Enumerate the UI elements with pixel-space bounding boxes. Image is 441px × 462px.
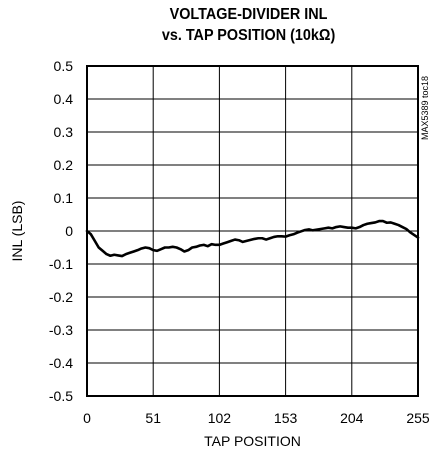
x-tick-label: 153 — [274, 410, 298, 426]
series-line-0 — [85, 219, 420, 258]
chart-title-line-1: VOLTAGE-DIVIDER INL — [169, 6, 328, 23]
y-tick-label: 0 — [65, 223, 73, 239]
frame-layer — [86, 65, 419, 397]
chart-title-line-2: vs. TAP POSITION (10kΩ) — [161, 27, 336, 44]
y-tick-label: 0.3 — [54, 124, 74, 140]
y-tick-label: 0.2 — [54, 157, 74, 173]
plot-frame — [86, 65, 419, 397]
y-tick-label: -0.5 — [49, 388, 73, 404]
x-axis-title: TAP POSITION — [204, 433, 301, 449]
watermark-text: MAX5389 toc18 — [420, 76, 430, 140]
y-tick-label: 0.5 — [54, 58, 74, 74]
y-tick-label: -0.3 — [49, 322, 73, 338]
x-tick-label: 0 — [83, 410, 91, 426]
y-axis-title: INL (LSB) — [9, 201, 25, 262]
y-tick-label: -0.4 — [49, 355, 73, 371]
grid-layer — [87, 66, 418, 396]
label-layer: 0 51 102 153 204 255 0.5 0.4 0.3 0.2 0.1 0 -0.1 -0.2 -… — [49, 58, 430, 426]
x-tick-label: 102 — [208, 410, 232, 426]
y-tick-label: 0.4 — [54, 91, 74, 107]
x-tick-label: 204 — [340, 410, 364, 426]
data-layer — [85, 219, 420, 258]
y-tick-label: -0.2 — [49, 289, 73, 305]
y-tick-label: 0.1 — [54, 190, 74, 206]
y-tick-label: -0.1 — [49, 256, 73, 272]
chart-title: VOLTAGE-DIVIDER INL vs. TAP POSITION (10… — [25, 4, 422, 46]
x-tick-label: 51 — [145, 410, 161, 426]
x-tick-label: 255 — [406, 410, 430, 426]
